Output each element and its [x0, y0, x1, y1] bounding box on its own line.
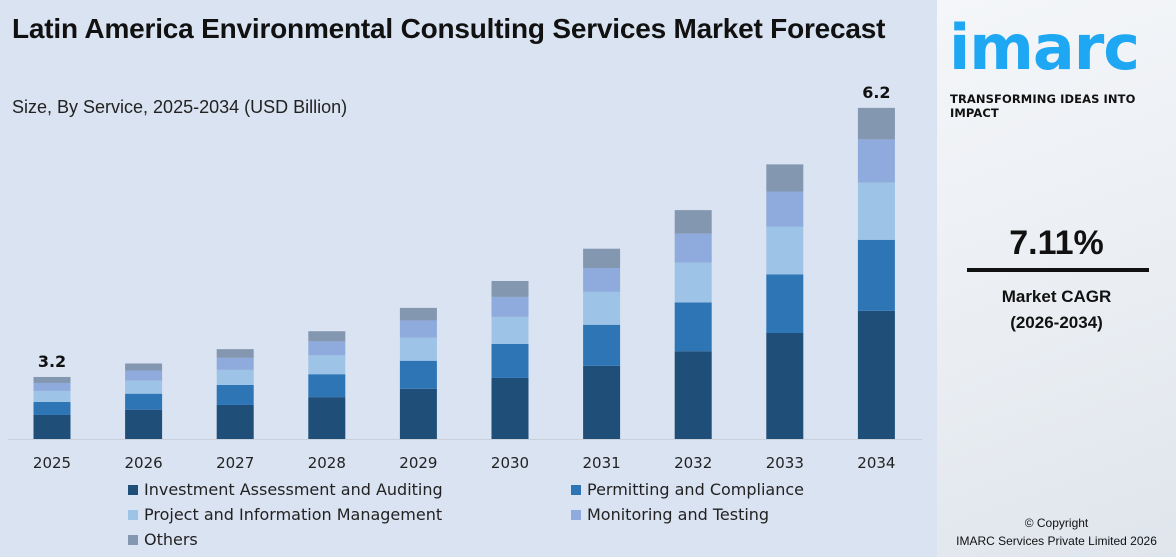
bar-segment-2031-3 [583, 268, 621, 292]
bar-segment-2032-4 [674, 210, 712, 234]
bar-segment-2025-2 [33, 390, 71, 402]
bar-segment-2033-2 [766, 226, 804, 275]
side-panel: imarc TRANSFORMING IDEAS INTO IMPACT 7.1… [937, 0, 1176, 557]
legend-item-others: Others [128, 530, 198, 549]
bar-segment-2029-3 [399, 320, 437, 338]
data-label-2025: 3.2 [38, 352, 66, 371]
legend-swatch [128, 484, 138, 495]
bar-segment-2032-3 [674, 233, 712, 263]
bar-segment-2028-2 [308, 355, 346, 375]
legend-swatch [571, 484, 581, 495]
bar-segment-2025-0 [33, 414, 71, 439]
legend-label: Project and Information Management [144, 505, 443, 524]
bar-segment-2028-3 [308, 341, 346, 356]
legend-item-monitoring: Monitoring and Testing [571, 505, 769, 524]
legend-item-permitting: Permitting and Compliance [571, 480, 804, 499]
imarc-logo: imarc [949, 11, 1140, 84]
bar-segment-2028-0 [308, 397, 346, 439]
bar-segment-2030-3 [491, 296, 529, 317]
chart-title-text: Latin America Environmental Consulting S… [12, 13, 886, 44]
cagr-value: 7.11% [1009, 224, 1104, 262]
bar-segment-2027-4 [216, 349, 254, 358]
bar-segment-2031-0 [583, 365, 621, 439]
bar-segment-2034-1 [857, 239, 895, 311]
legend-label: Permitting and Compliance [587, 480, 804, 499]
bar-segment-2034-4 [857, 107, 895, 140]
bar-segment-2030-2 [491, 316, 529, 344]
x-tick-label: 2029 [399, 454, 437, 472]
chart-title: Latin America Environmental Consulting S… [12, 10, 892, 48]
x-tick-label: 2025 [33, 454, 71, 472]
bar-segment-2032-0 [674, 351, 712, 439]
cagr-period: (2026-2034) [1010, 313, 1103, 332]
chart-subtitle: Size, By Service, 2025-2034 (USD Billion… [12, 97, 348, 117]
x-tick-label: 2033 [766, 454, 804, 472]
bar-segment-2034-2 [857, 182, 895, 240]
bar-segment-2027-0 [216, 404, 254, 439]
cagr-label-text: Market CAGR [1001, 287, 1112, 306]
legend-label: Others [144, 530, 198, 549]
bar-segment-2027-2 [216, 369, 254, 385]
copyright: © Copyright IMARC Services Private Limit… [937, 514, 1176, 550]
bar-segment-2030-4 [491, 280, 529, 297]
bar-chart: 2025 3.2 2026 2027 2028 2029 2030 2031 2032 2033 2… [8, 83, 922, 472]
bar-segment-2029-2 [399, 337, 437, 361]
bar-segment-2026-0 [125, 409, 163, 439]
bar-segment-2033-4 [766, 164, 804, 192]
bar-segment-2034-3 [857, 139, 895, 183]
cagr-divider [967, 268, 1149, 272]
bar-segment-2029-4 [399, 307, 437, 321]
bar-segment-2027-1 [216, 384, 254, 405]
x-tick-label: 2030 [491, 454, 529, 472]
bar-segment-2030-1 [491, 343, 529, 378]
chart-panel: Latin America Environmental Consulting S… [8, 10, 922, 549]
bar-segment-2029-1 [399, 360, 437, 389]
legend-label: Investment Assessment and Auditing [144, 480, 443, 499]
bar-segment-2031-1 [583, 324, 621, 366]
logo-tagline: TRANSFORMING IDEAS INTO IMPACT [950, 92, 1136, 120]
x-tick-label: 2028 [308, 454, 346, 472]
legend-swatch [128, 534, 138, 545]
bar-segment-2032-2 [674, 262, 712, 303]
bar-segment-2033-0 [766, 332, 804, 439]
company-name: IMARC Services Private Limited 2026 [956, 534, 1157, 548]
bar-segment-2033-1 [766, 274, 804, 333]
bar-segment-2033-3 [766, 191, 804, 227]
bar-segment-2026-1 [125, 393, 163, 410]
cagr-label: Market CAGR (2026-2034) [937, 284, 1176, 336]
legend-label: Monitoring and Testing [587, 505, 770, 524]
legend-swatch [571, 509, 581, 520]
bar-segment-2031-4 [583, 248, 621, 269]
x-tick-label: 2034 [857, 454, 895, 472]
bar-segment-2026-2 [125, 380, 163, 394]
x-tick-label: 2032 [674, 454, 712, 472]
bar-segment-2032-1 [674, 302, 712, 352]
x-tick-label: 2027 [216, 454, 254, 472]
x-tick-label: 2026 [125, 454, 163, 472]
bar-segment-2027-3 [216, 357, 254, 370]
bar-segment-2028-4 [308, 331, 346, 342]
x-tick-label: 2031 [583, 454, 621, 472]
bar-segment-2025-1 [33, 401, 71, 415]
bar-segment-2026-3 [125, 370, 163, 381]
bar-segment-2030-0 [491, 377, 529, 439]
legend-swatch [128, 509, 138, 520]
bar-segment-2025-4 [33, 376, 71, 383]
bar-segment-2034-0 [857, 310, 895, 439]
data-label-2034: 6.2 [862, 83, 890, 102]
legend-item-investment: Investment Assessment and Auditing [128, 480, 443, 499]
bar-segment-2028-1 [308, 374, 346, 398]
bar-segment-2025-3 [33, 382, 71, 391]
bar-segment-2026-4 [125, 363, 163, 371]
copyright-text: © Copyright [1024, 516, 1089, 530]
bar-segment-2031-2 [583, 291, 621, 325]
bar-segment-2029-0 [399, 388, 437, 439]
legend-item-project: Project and Information Management [128, 505, 442, 524]
